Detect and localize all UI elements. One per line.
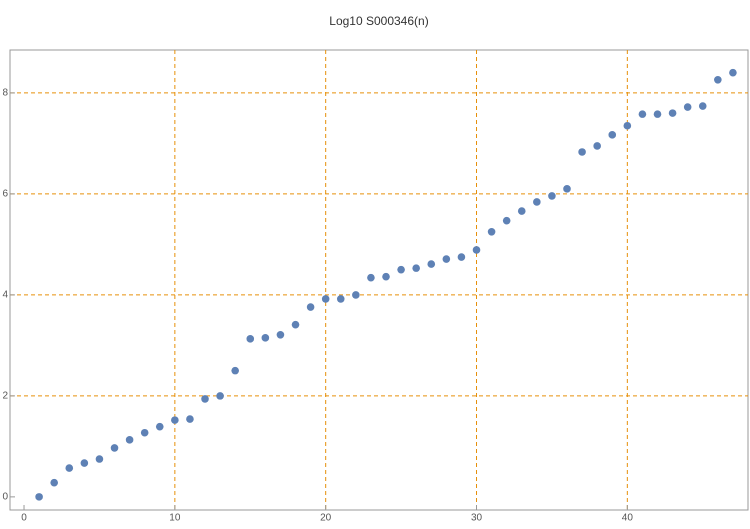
point xyxy=(352,291,360,299)
point xyxy=(125,436,134,444)
point xyxy=(442,255,451,263)
point xyxy=(698,102,707,110)
point xyxy=(80,459,89,467)
point xyxy=(246,335,255,343)
point xyxy=(683,103,692,111)
point xyxy=(171,416,179,424)
plot-frame xyxy=(9,49,749,511)
point xyxy=(276,330,285,339)
x-tick-label: 40 xyxy=(622,513,634,524)
point xyxy=(261,334,270,342)
y-tick-label: 0 xyxy=(2,492,8,503)
point xyxy=(457,253,466,261)
point xyxy=(201,395,209,403)
point xyxy=(231,366,239,375)
point xyxy=(472,246,481,254)
y-tick-label: 8 xyxy=(2,88,8,99)
point xyxy=(487,227,496,236)
point xyxy=(65,464,74,472)
x-tick-label: 0 xyxy=(21,513,27,524)
point xyxy=(321,295,330,303)
point xyxy=(186,415,194,423)
y-tick-label: 6 xyxy=(2,189,8,200)
point xyxy=(306,303,315,311)
point xyxy=(382,272,390,281)
point xyxy=(95,455,104,463)
point xyxy=(336,295,345,303)
y-tick-label: 4 xyxy=(2,290,8,301)
point xyxy=(110,444,119,452)
point xyxy=(653,110,662,118)
point xyxy=(668,109,677,117)
point xyxy=(502,216,511,225)
x-tick-label: 20 xyxy=(320,513,332,524)
y-tick-label: 2 xyxy=(2,391,8,402)
x-tick-label: 10 xyxy=(169,513,181,524)
point xyxy=(35,493,43,501)
point xyxy=(578,148,586,156)
point xyxy=(216,392,224,400)
x-tick-label: 30 xyxy=(471,513,483,524)
point xyxy=(155,422,164,431)
point xyxy=(593,142,601,150)
point xyxy=(517,207,526,215)
point xyxy=(397,265,405,274)
point xyxy=(638,110,647,118)
point xyxy=(412,264,420,272)
point xyxy=(367,273,375,282)
point xyxy=(623,121,632,130)
point xyxy=(563,185,571,193)
point xyxy=(608,131,617,139)
point xyxy=(729,68,737,77)
point xyxy=(427,260,436,268)
point xyxy=(291,320,300,329)
point xyxy=(714,75,722,84)
chart-title: Log10 S000346(n) xyxy=(329,14,428,28)
point xyxy=(548,192,556,200)
point xyxy=(533,198,541,206)
point xyxy=(140,428,149,437)
point xyxy=(50,478,58,487)
